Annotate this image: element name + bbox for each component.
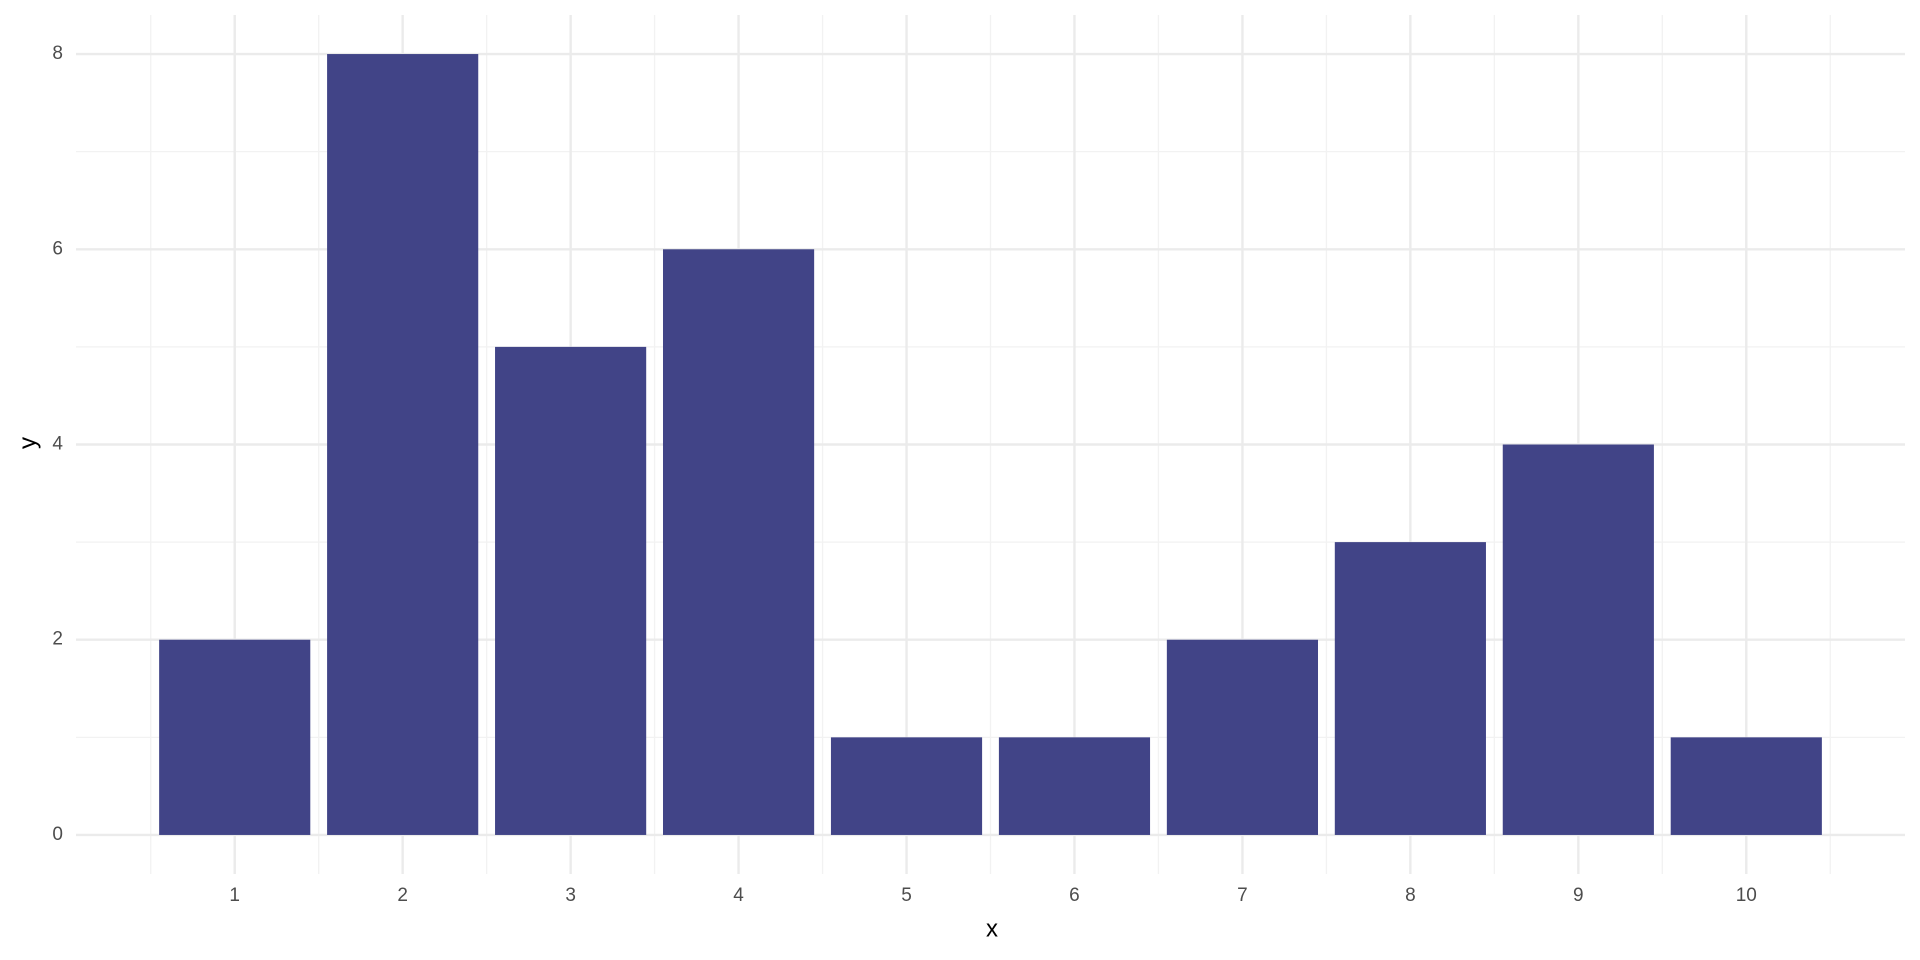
- bar: [1166, 639, 1319, 835]
- y-tick-label: 4: [52, 434, 63, 455]
- bar: [662, 249, 815, 835]
- x-tick-label: 8: [1405, 885, 1416, 906]
- y-axis-title: y: [14, 437, 41, 449]
- y-tick-label: 6: [52, 238, 63, 259]
- x-tick-label: 6: [1069, 885, 1080, 906]
- bar: [998, 737, 1151, 835]
- y-tick-label: 2: [52, 629, 63, 650]
- x-tick-label: 2: [397, 885, 408, 906]
- y-tick-label: 0: [52, 824, 63, 845]
- bar: [1670, 737, 1822, 835]
- x-tick-label: 9: [1573, 885, 1584, 906]
- bar: [1334, 542, 1486, 835]
- bar: [159, 639, 311, 835]
- x-axis-title: x: [986, 915, 998, 942]
- bar: [1502, 444, 1654, 835]
- x-tick-label: 10: [1736, 885, 1757, 906]
- x-tick-label: 5: [901, 885, 912, 906]
- x-tick-label: 3: [565, 885, 576, 906]
- x-tick-label: 4: [733, 885, 744, 906]
- x-tick-label: 1: [229, 885, 240, 906]
- bar: [495, 346, 647, 835]
- x-tick-label: 7: [1237, 885, 1248, 906]
- bar: [327, 54, 479, 835]
- y-tick-label: 8: [52, 43, 63, 64]
- bar: [830, 737, 983, 835]
